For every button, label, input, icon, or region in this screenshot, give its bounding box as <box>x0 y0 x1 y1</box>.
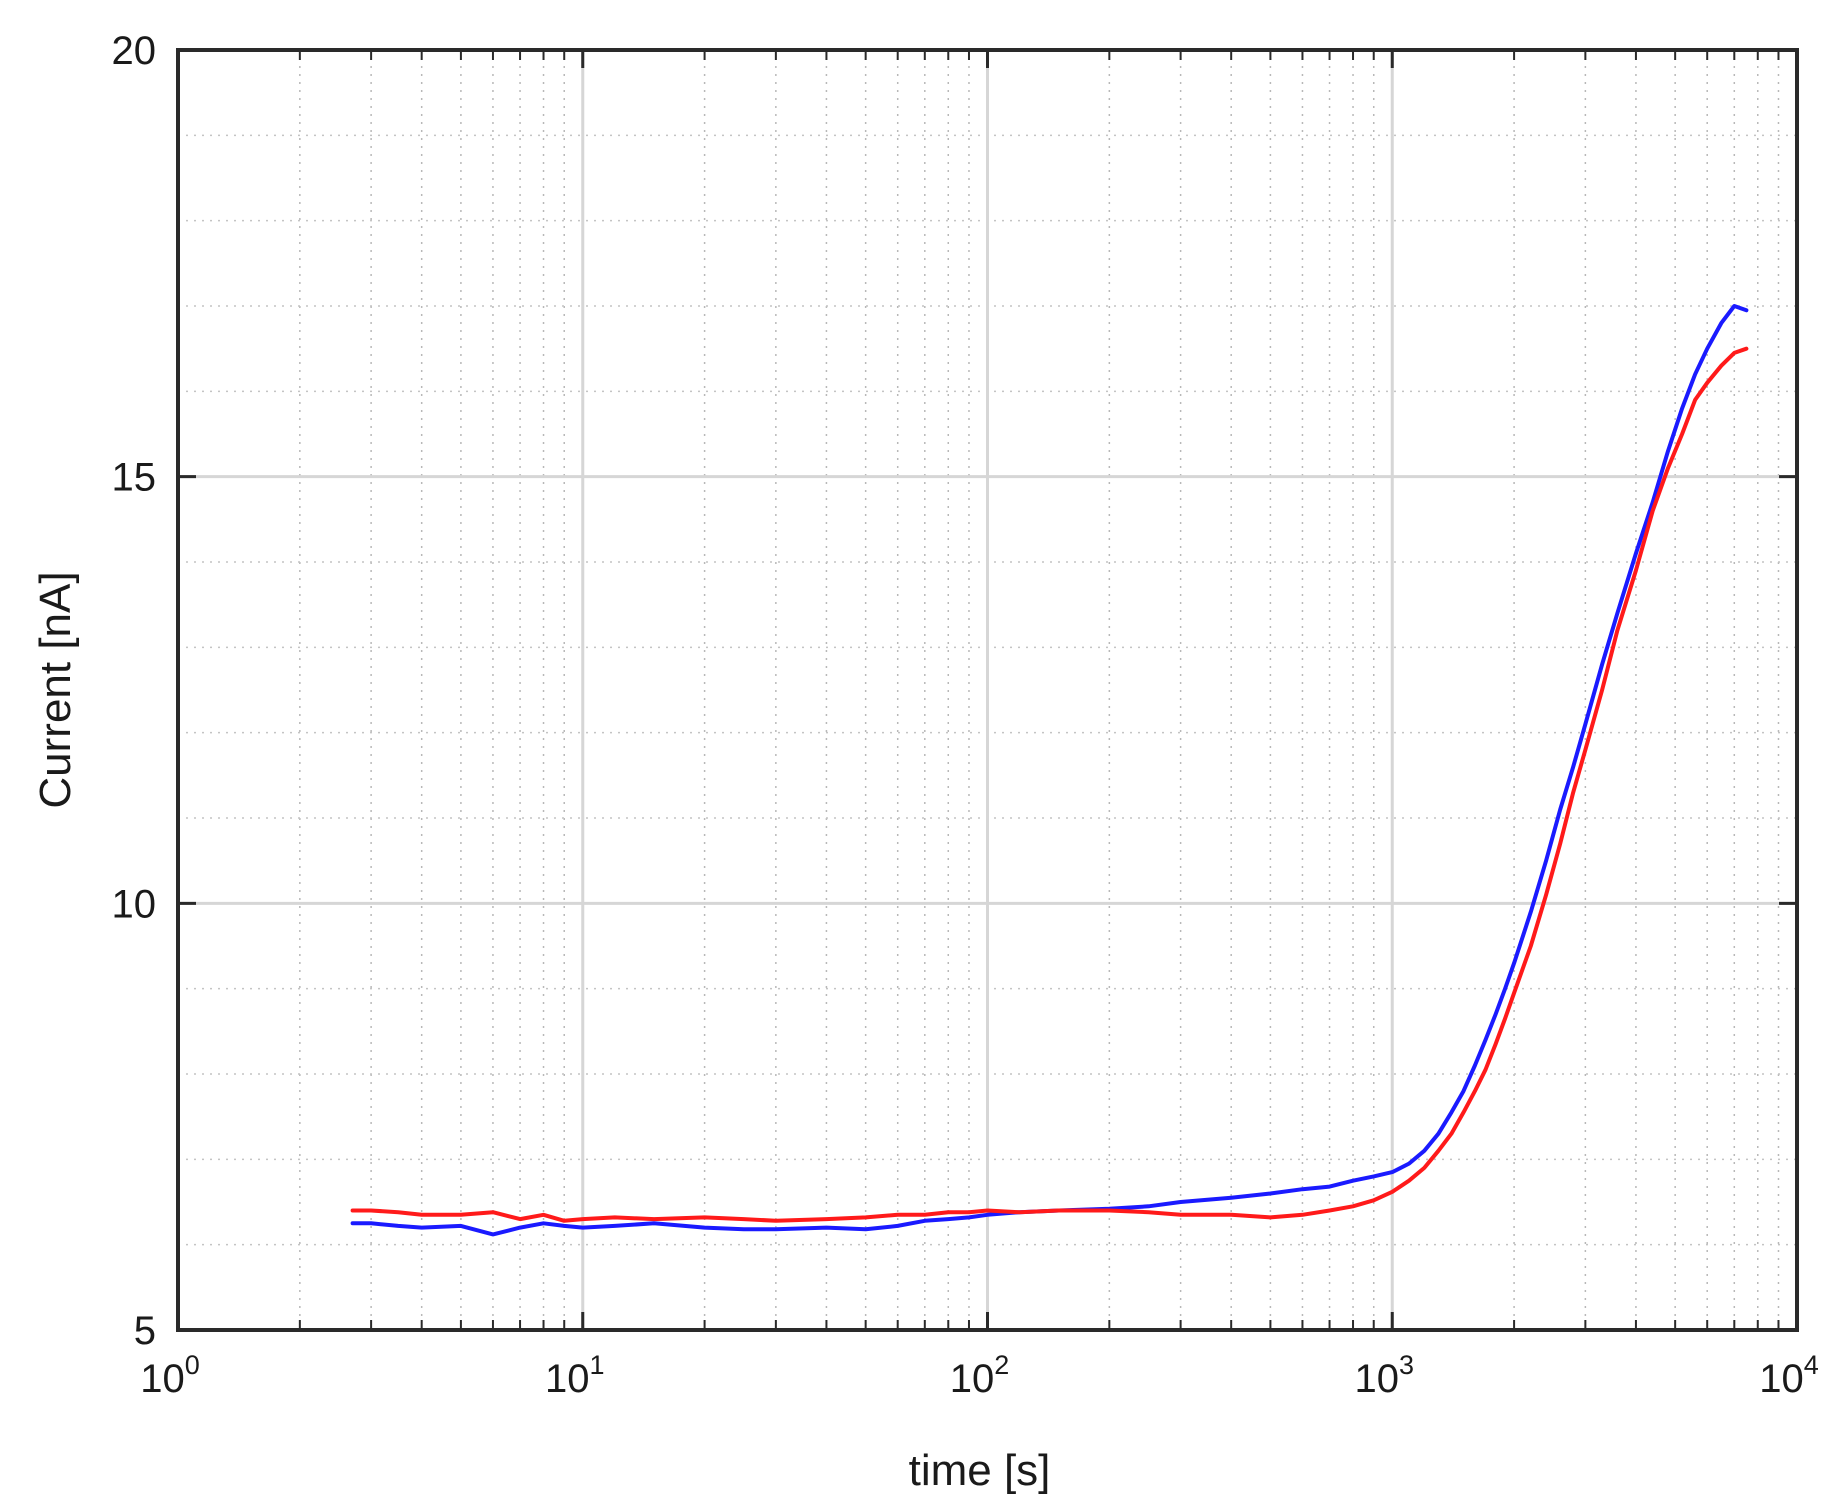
y-tick-label: 20 <box>112 29 157 73</box>
y-axis-tick-labels: 5 10 15 20 <box>112 29 157 1353</box>
x-tick-label: 103 <box>1354 1350 1414 1401</box>
axis-ticks <box>176 48 1799 1332</box>
major-gridlines <box>178 50 1797 1330</box>
y-tick-label: 5 <box>134 1309 156 1353</box>
y-tick-label: 15 <box>112 456 157 500</box>
data-series <box>350 304 1749 1237</box>
x-tick-label: 101 <box>545 1350 605 1401</box>
series-line-2 <box>350 346 1749 1223</box>
x-tick-label: 104 <box>1759 1350 1819 1401</box>
x-axis-tick-labels: 100 101 102 103 104 <box>140 1350 1819 1401</box>
y-axis-label: Current [nA] <box>31 571 80 808</box>
x-axis-label: time [s] <box>909 1446 1051 1495</box>
y-tick-label: 10 <box>112 882 157 926</box>
series-line-1 <box>350 304 1749 1237</box>
x-tick-label: 102 <box>950 1350 1010 1401</box>
x-tick-label: 100 <box>140 1350 200 1401</box>
